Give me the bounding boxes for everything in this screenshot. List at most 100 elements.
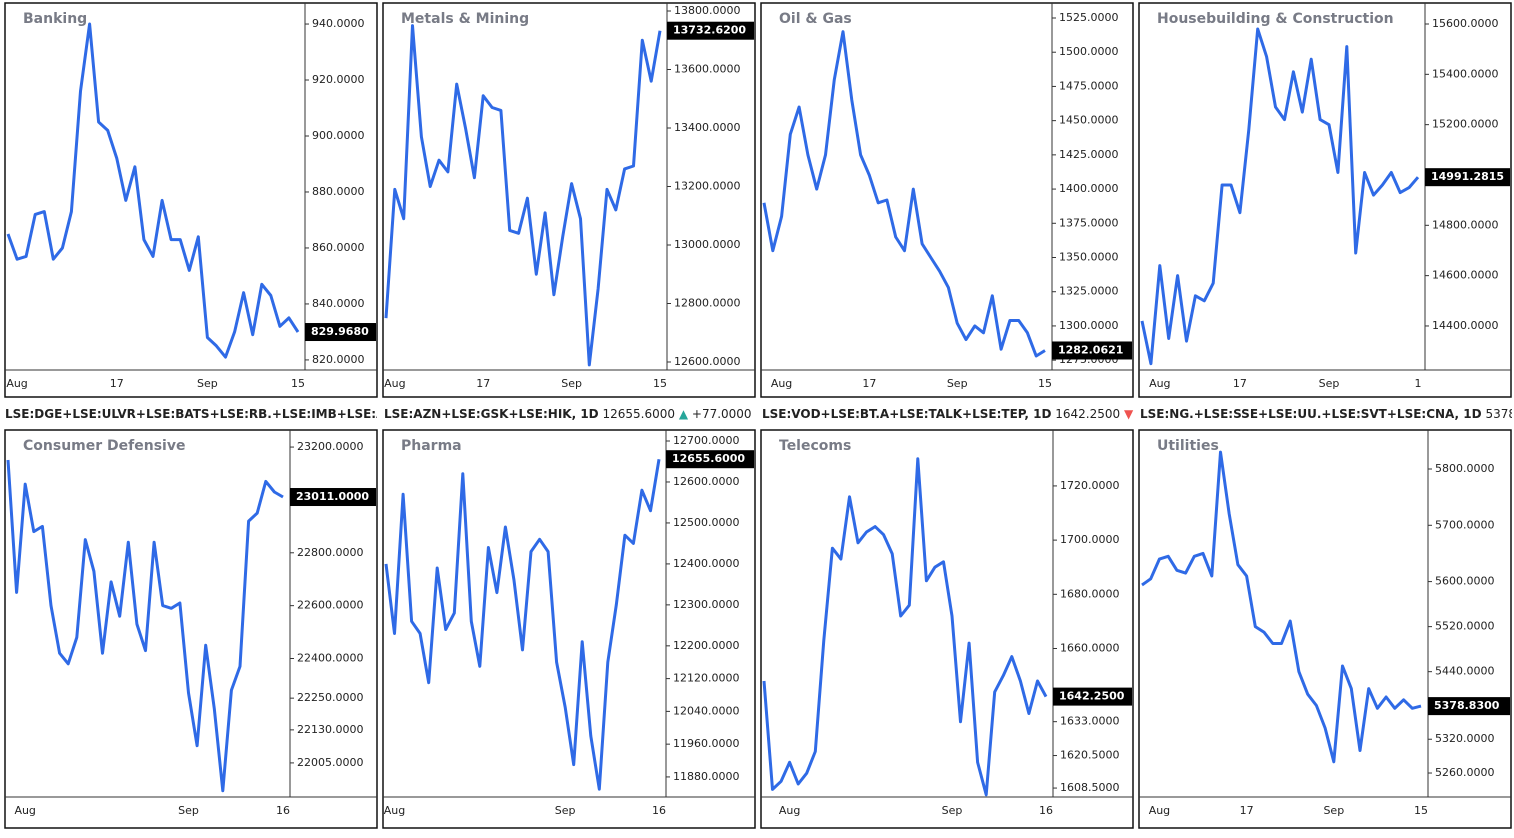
y-tick-label: 5260.0000 <box>1435 766 1495 779</box>
ticker-price: 12655.6000 <box>602 407 675 421</box>
y-tick-label: 12800.0000 <box>674 296 740 309</box>
x-tick-label: 15 <box>1414 804 1428 817</box>
price-line <box>1140 27 1420 366</box>
y-tick-label: 12700.0000 <box>673 434 739 447</box>
ticker-price: 1642.2500 <box>1055 407 1121 421</box>
y-tick-label: 1633.0000 <box>1060 715 1120 728</box>
y-tick-label: 1500.0000 <box>1059 45 1119 58</box>
x-tick-label: 17 <box>862 377 876 390</box>
chart-title: Utilities <box>1157 438 1219 454</box>
x-tick-label: 15 <box>291 377 305 390</box>
y-tick-label: 22400.0000 <box>297 652 363 665</box>
ticker-price: 5378.8 <box>1485 407 1512 421</box>
last-value-box <box>1053 687 1132 706</box>
price-line <box>6 459 284 793</box>
y-tick-label: 14800.0000 <box>1432 218 1498 231</box>
y-tick-label: 1375.0000 <box>1059 216 1119 229</box>
y-tick-label: 13600.0000 <box>674 62 740 75</box>
y-tick-label: 12600.0000 <box>674 355 740 368</box>
y-tick-label: 12200.0000 <box>673 639 739 652</box>
chart-title: Banking <box>23 11 87 27</box>
chart-panel: 23200.0000 22800.0000 22600.0000 22400.0000… <box>4 429 378 829</box>
y-tick-label: 820.0000 <box>312 353 365 366</box>
last-value-box <box>1428 697 1510 716</box>
last-value-label: 1642.2500 <box>1059 690 1125 703</box>
ticker-symbol: LSE:DGE+LSE:ULVR+LSE:BATS+LSE:RB.+LSE:IM… <box>5 407 377 421</box>
x-tick-label: Aug <box>384 804 405 817</box>
y-tick-label: 11880.0000 <box>673 770 739 783</box>
y-tick-label: 15200.0000 <box>1432 118 1498 131</box>
x-tick-label: Sep <box>942 804 963 817</box>
panel-border <box>760 2 1134 398</box>
y-tick-label: 1620.5000 <box>1060 749 1120 762</box>
chart-title: Metals & Mining <box>401 11 529 27</box>
y-tick-label: 5440.0000 <box>1435 665 1495 678</box>
ticker-symbol: LSE:NG.+LSE:SSE+LSE:UU.+LSE:SVT+LSE:CNA,… <box>1140 407 1482 421</box>
y-tick-label: 1300.0000 <box>1059 319 1119 332</box>
last-value-label: 23011.0000 <box>296 490 369 503</box>
ticker-strip: LSE:VOD+LSE:BT.A+LSE:TALK+LSE:TEP, 1D 16… <box>762 407 1134 425</box>
price-line <box>762 457 1048 797</box>
y-tick-label: 13200.0000 <box>674 179 740 192</box>
y-tick-label: 23200.0000 <box>297 440 363 453</box>
y-tick-label: 22005.0000 <box>297 756 363 769</box>
y-tick-label: 1608.5000 <box>1060 781 1120 794</box>
chart-panel: 940.0000 920.0000 900.0000 880.0000 860.0000… <box>4 2 378 398</box>
y-tick-label: 1325.0000 <box>1059 285 1119 298</box>
y-tick-label: 1400.0000 <box>1059 182 1119 195</box>
x-tick-label: Sep <box>1319 377 1340 390</box>
ticker-strip: LSE:AZN+LSE:GSK+LSE:HIK, 1D 12655.6000 ▲… <box>384 407 756 425</box>
price-line <box>762 30 1046 358</box>
y-tick-label: 12500.0000 <box>673 516 739 529</box>
down-arrow: ▼ <box>1123 407 1134 421</box>
ticker-change: +77.0000 <box>691 407 752 421</box>
x-tick-label: Sep <box>561 377 582 390</box>
panel-border <box>1138 429 1512 829</box>
x-tick-label: 16 <box>652 804 666 817</box>
chart-panel: 5800.0000 5700.0000 5600.0000 5520.0000 5440… <box>1138 429 1512 829</box>
up-arrow: ▲ <box>678 407 689 421</box>
y-tick-label: 13800.0000 <box>674 4 740 17</box>
last-value-label: 14991.2815 <box>1431 170 1504 183</box>
y-tick-label: 940.0000 <box>312 17 365 30</box>
x-tick-label: Sep <box>1323 804 1344 817</box>
panel-border <box>382 2 756 398</box>
y-tick-label: 22130.0000 <box>297 723 363 736</box>
y-tick-label: 860.0000 <box>312 241 365 254</box>
ticker-symbol: LSE:AZN+LSE:GSK+LSE:HIK, 1D <box>384 407 599 421</box>
y-tick-label: 14600.0000 <box>1432 269 1498 282</box>
x-tick-label: 15 <box>1038 377 1052 390</box>
chart-panel: 13800.0000 13600.0000 13400.0000 13200.0000… <box>382 2 756 398</box>
x-tick-label: Aug <box>771 377 792 390</box>
last-value-box <box>1052 341 1132 360</box>
chart-panel: 1720.0000 1700.0000 1680.0000 1660.0000 1633… <box>760 429 1134 829</box>
y-tick-label: 12400.0000 <box>673 557 739 570</box>
y-tick-label: 1700.0000 <box>1060 533 1120 546</box>
y-tick-label: 12600.0000 <box>673 475 739 488</box>
price-line <box>384 458 661 791</box>
y-tick-label: 1525.0000 <box>1059 11 1119 24</box>
y-tick-label: 12040.0000 <box>673 704 739 717</box>
price-line <box>6 22 300 359</box>
panel-border <box>1138 2 1512 398</box>
last-value-label: 5378.8300 <box>1434 699 1500 712</box>
x-tick-label: 17 <box>1240 804 1254 817</box>
last-value-box <box>290 488 376 507</box>
y-tick-label: 12300.0000 <box>673 598 739 611</box>
y-tick-label: 880.0000 <box>312 185 365 198</box>
y-tick-label: 13400.0000 <box>674 121 740 134</box>
y-tick-label: 1475.0000 <box>1059 79 1119 92</box>
last-value-label: 829.9680 <box>311 325 369 338</box>
last-value-box <box>1425 168 1510 187</box>
last-value-label: 1282.0621 <box>1058 343 1123 356</box>
x-tick-label: 1 <box>1415 377 1422 390</box>
x-tick-label: 16 <box>1039 804 1053 817</box>
y-tick-label: 1450.0000 <box>1059 114 1119 127</box>
last-value-label: 13732.6200 <box>673 24 746 37</box>
x-tick-label: Sep <box>555 804 576 817</box>
price-line <box>1141 450 1422 764</box>
x-tick-label: Aug <box>779 804 800 817</box>
y-tick-label: 22800.0000 <box>297 546 363 559</box>
x-tick-label: Aug <box>1149 804 1170 817</box>
